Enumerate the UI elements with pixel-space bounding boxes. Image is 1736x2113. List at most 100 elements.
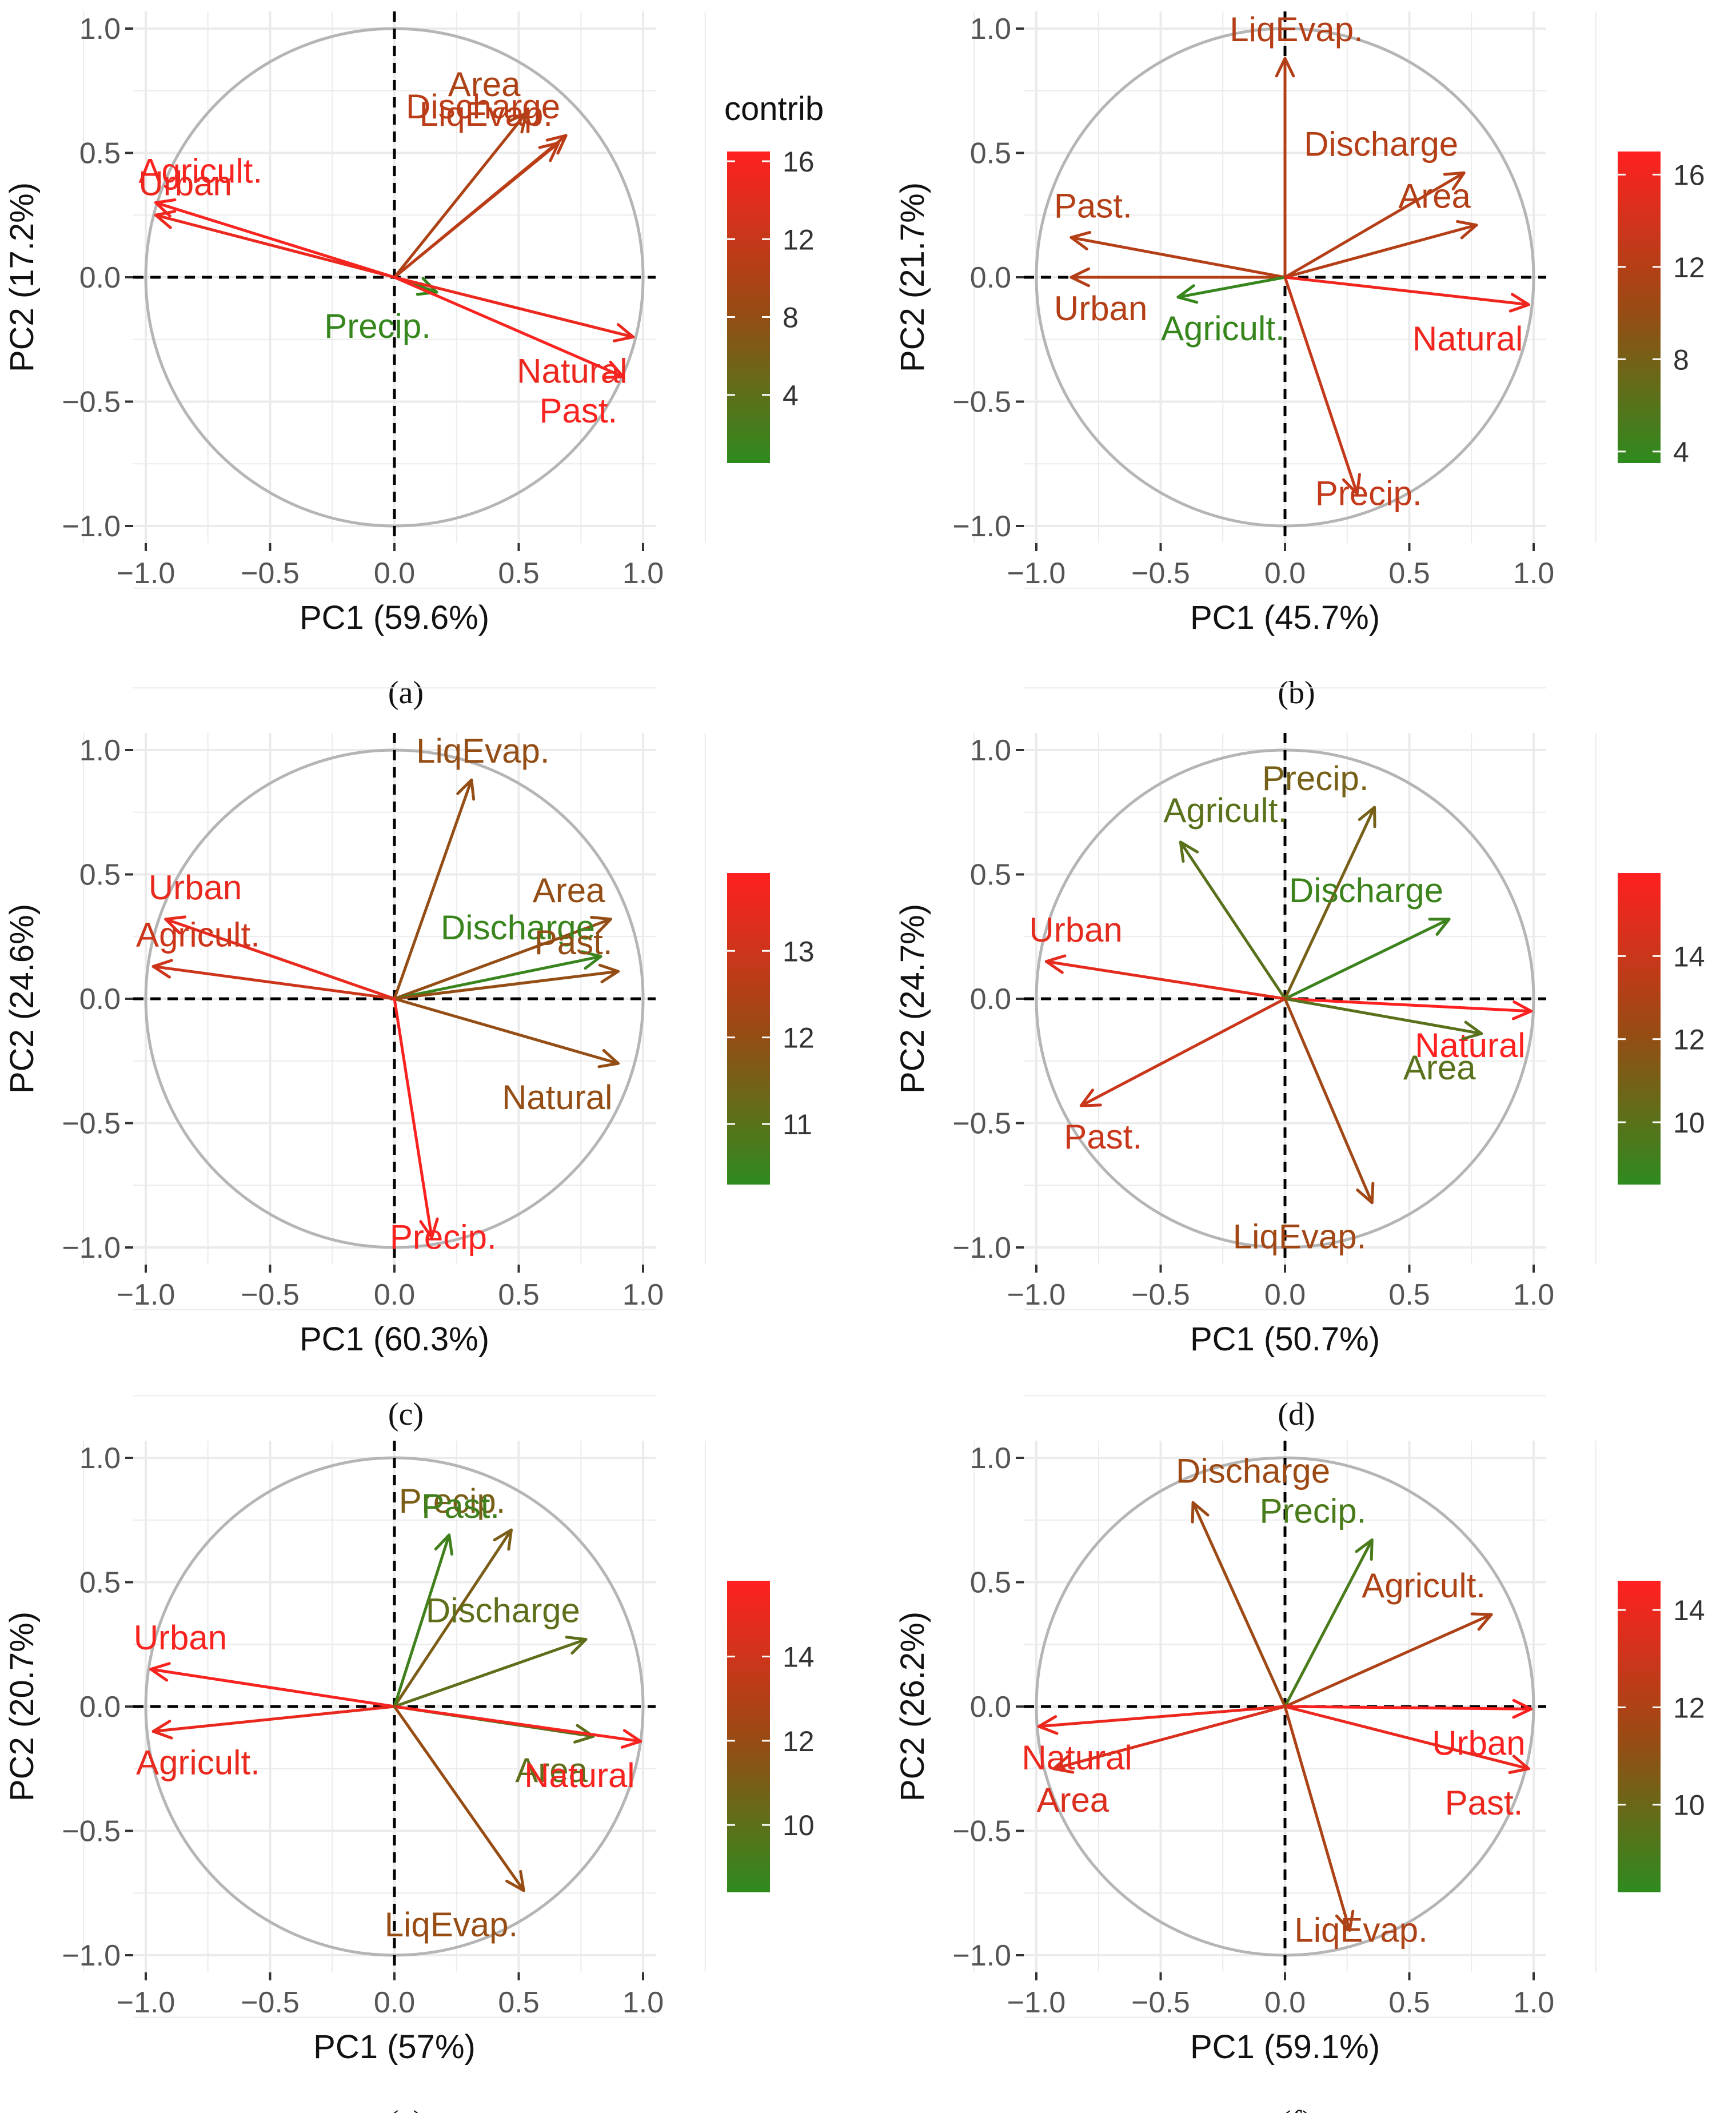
colorbar [727, 152, 770, 463]
variable-label: Area [1036, 1781, 1109, 1819]
arrow-area [1052, 1705, 1287, 1771]
arrowhead [590, 915, 612, 935]
y-tick-label: −0.5 [62, 1815, 121, 1848]
x-tick-label: 1.0 [622, 1986, 664, 2019]
x-axis-title: PC1 (57%) [313, 2028, 476, 2066]
variable-label: Agricult. [1161, 309, 1285, 348]
x-axis-title: PC1 (60.3%) [300, 1321, 489, 1358]
y-tick-label: −0.5 [62, 386, 121, 419]
y-axis-title: PC2 (17.2%) [3, 182, 41, 372]
arrow-urban [149, 1668, 396, 1708]
legend-tick-label: 10 [783, 1809, 815, 1841]
variable-label: Past. [1445, 1784, 1523, 1822]
variable-arrows: Precip.DischargeAgricult.UrbanNaturalAre… [1021, 1452, 1533, 1949]
variable-label: Discharge [1304, 125, 1458, 163]
arrowhead [1275, 57, 1295, 78]
arrowhead [505, 1869, 525, 1892]
y-tick-label: 1.0 [970, 13, 1011, 46]
variable-label: Urban [138, 164, 232, 202]
panel-caption: (e) [388, 2104, 424, 2113]
arrow-precip [1283, 276, 1359, 495]
arrowhead [164, 915, 187, 935]
variable-label: Natural [502, 1078, 612, 1117]
arrowhead [1191, 1501, 1210, 1524]
x-tick-label: 0.5 [1388, 557, 1430, 590]
panel-a: −1.0 −1.0 −0.5 −0.5 0.0 0.0 0.5 0.5 1.0 1.0 PC1 (5… [3, 11, 824, 711]
legend-tick-label: 11 [783, 1109, 812, 1141]
arrowhead [580, 950, 602, 970]
x-tick-label: 0.5 [1388, 1278, 1430, 1311]
arrowhead [573, 1724, 595, 1744]
arrow-urban [1044, 960, 1287, 1000]
variable-label: Discharge [441, 908, 595, 947]
arrowhead [1176, 284, 1199, 304]
colorbar [727, 1581, 770, 1892]
arrow-agricult [1179, 840, 1287, 1000]
x-tick-label: −0.5 [241, 1278, 300, 1311]
y-tick-label: −0.5 [952, 386, 1011, 419]
arrow-natural [1283, 276, 1530, 306]
y-tick-label: 0.5 [79, 1566, 121, 1600]
variable-label: LiqEvap. [385, 1905, 518, 1944]
arrowhead [1342, 473, 1361, 495]
x-tick-label: −1.0 [1007, 1986, 1066, 2019]
y-axis-title: PC2 (24.7%) [894, 904, 931, 1094]
arrow-urban [1283, 1705, 1533, 1711]
arrowhead [602, 360, 625, 379]
arrowhead [416, 277, 438, 296]
x-tick-label: 0.0 [1264, 1278, 1306, 1311]
x-tick-label: −1.0 [117, 1278, 175, 1311]
arrow-discharge [393, 1638, 588, 1708]
panel-caption: (d) [1278, 1397, 1315, 1432]
x-tick-label: −0.5 [241, 1986, 300, 2019]
variable-arrows: Precip.Agricult.DischargeUrbanNaturalAre… [1029, 759, 1533, 1256]
variable-label: Discharge [1176, 1452, 1330, 1490]
arrowhead [1508, 1755, 1530, 1775]
variable-label: Area [533, 871, 605, 910]
arrowhead [1355, 1538, 1374, 1561]
x-tick-label: −0.5 [1131, 557, 1190, 590]
x-tick-label: −0.5 [241, 557, 300, 590]
arrowhead [1508, 293, 1530, 313]
y-tick-label: 0.0 [79, 1691, 121, 1724]
x-tick-label: 0.0 [1264, 557, 1306, 590]
variable-label: Precip. [390, 1218, 497, 1257]
x-tick-label: 0.0 [374, 1278, 415, 1311]
legend-tick-label: 12 [1673, 1692, 1705, 1724]
y-axis-title: PC2 (24.6%) [3, 904, 41, 1094]
arrow-past [393, 276, 625, 378]
variable-label: Natural [1412, 320, 1523, 358]
variable-label: Precip. [1262, 759, 1369, 798]
y-tick-label: −1.0 [62, 1231, 121, 1265]
x-tick-label: −0.5 [1131, 1986, 1190, 2019]
arrowhead [154, 198, 177, 218]
x-tick-label: −1.0 [117, 1986, 175, 2019]
x-axis-title: PC1 (59.6%) [300, 599, 489, 636]
arrow-past [1079, 997, 1287, 1107]
variable-label: Agricult. [1163, 791, 1287, 830]
x-tick-label: 0.5 [498, 557, 539, 590]
arrow-liqevap [393, 778, 473, 1000]
arrowhead [597, 1048, 620, 1069]
contrib-legend: 10 12 14 [1618, 873, 1705, 1185]
arrow-natural [393, 276, 635, 338]
arrow-agricult [1283, 1613, 1493, 1708]
legend-tick-label: 14 [783, 1641, 815, 1673]
legend-tick-label: 8 [783, 302, 799, 334]
y-tick-label: −1.0 [62, 1939, 121, 1972]
arrow-urban [154, 213, 396, 279]
y-tick-label: 0.0 [970, 261, 1011, 294]
arrowhead [1052, 1755, 1075, 1774]
arrowhead [598, 963, 620, 984]
arrowhead [1356, 1182, 1375, 1205]
arrowhead [1179, 840, 1199, 863]
y-tick-label: −1.0 [952, 1231, 1011, 1265]
arrow-discharge [1283, 171, 1466, 279]
legend-tick-label: 14 [1673, 940, 1705, 972]
legend-tick-label: 12 [783, 1725, 815, 1757]
arrow-area [393, 918, 612, 1000]
legend-title: contrib [724, 90, 824, 127]
variable-label: Past. [539, 392, 617, 430]
legend-tick-label: 12 [1673, 252, 1705, 284]
